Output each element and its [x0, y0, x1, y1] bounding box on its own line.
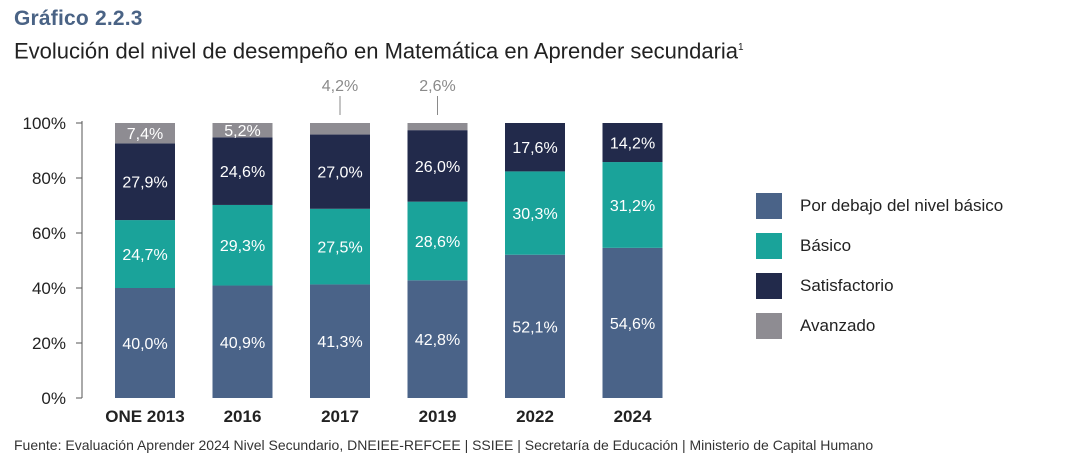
data-label: 28,6%	[415, 234, 460, 251]
legend-swatch	[756, 193, 782, 219]
data-label: 42,8%	[415, 332, 460, 349]
chart-title-text: Evolución del nivel de desempeño en Mate…	[14, 38, 739, 64]
callout-label: 4,2%	[322, 78, 358, 95]
y-tick-label: 40%	[32, 279, 66, 298]
data-label: 5,2%	[224, 123, 260, 140]
data-label: 17,6%	[512, 140, 557, 157]
legend-label: Por debajo del nivel básico	[800, 196, 1004, 215]
data-label: 24,6%	[220, 164, 265, 181]
bar-segment	[407, 201, 468, 281]
bar-segment	[212, 137, 273, 205]
y-tick-label: 80%	[32, 169, 66, 188]
bar-segment	[602, 162, 663, 248]
y-tick-label: 100%	[23, 114, 66, 133]
legend-item-satisfactory: Satisfactorio	[756, 272, 1003, 300]
legend-item-basic: Básico	[756, 232, 1003, 260]
legend-item-advanced: Avanzado	[756, 312, 1003, 340]
legend-swatch	[756, 233, 782, 259]
data-label: 52,1%	[512, 319, 557, 336]
legend-label: Avanzado	[800, 316, 876, 335]
x-tick-label: ONE 2013	[105, 407, 184, 426]
y-tick-label: 0%	[41, 389, 66, 408]
data-label: 24,7%	[122, 247, 167, 264]
legend-item-below-basic: Por debajo del nivel básico	[756, 192, 1003, 220]
bar-segment	[407, 123, 468, 131]
data-label: 54,6%	[610, 316, 655, 333]
bar-segment	[505, 171, 565, 255]
bar-segment	[115, 288, 175, 398]
data-label: 30,3%	[512, 206, 557, 223]
callout-label: 2,6%	[419, 78, 455, 95]
legend-label: Básico	[800, 236, 852, 255]
x-tick-label: 2016	[224, 407, 262, 426]
footnote-mark: 1	[738, 42, 744, 53]
data-label: 31,2%	[610, 198, 655, 215]
bar-segment	[505, 123, 565, 172]
bar-segment	[310, 134, 370, 209]
data-label: 40,0%	[122, 336, 167, 353]
chart-number: Gráfico 2.2.3	[14, 7, 143, 30]
legend: Por debajo del nivel básico Básico Satis…	[756, 192, 1003, 352]
data-label: 27,5%	[317, 240, 362, 257]
y-tick-label: 20%	[32, 334, 66, 353]
bar-segment	[310, 208, 370, 285]
chart-heading: Gráfico 2.2.3 Evolución del nivel de des…	[14, 6, 744, 65]
bar-segment	[212, 285, 273, 398]
data-label: 41,3%	[317, 334, 362, 351]
data-label: 26,0%	[415, 159, 460, 176]
y-tick-label: 60%	[32, 224, 66, 243]
x-tick-label: 2024	[614, 407, 652, 426]
source-note: Fuente: Evaluación Aprender 2024 Nivel S…	[14, 437, 874, 453]
bar-segment	[115, 220, 175, 288]
data-label: 40,9%	[220, 335, 265, 352]
x-tick-label: 2017	[321, 407, 359, 426]
x-tick-label: 2022	[516, 407, 554, 426]
data-label: 7,4%	[127, 126, 163, 143]
data-label: 27,0%	[317, 165, 362, 182]
bar-segment	[407, 130, 468, 202]
chart-title: Evolución del nivel de desempeño en Mate…	[14, 34, 744, 65]
bar-segment	[505, 254, 565, 398]
bar-segment	[310, 123, 370, 135]
legend-label: Satisfactorio	[800, 276, 894, 295]
bar-segment	[310, 284, 370, 398]
legend-swatch	[756, 313, 782, 339]
bar-segment	[212, 123, 273, 138]
data-label: 14,2%	[610, 136, 655, 153]
bar-segment	[212, 204, 273, 286]
bar-segment	[602, 247, 663, 398]
data-label: 29,3%	[220, 238, 265, 255]
legend-swatch	[756, 273, 782, 299]
bar-segment	[115, 143, 175, 221]
data-label: 27,9%	[122, 175, 167, 192]
bar-segment	[115, 123, 175, 144]
x-tick-label: 2019	[419, 407, 457, 426]
bar-segment	[602, 123, 663, 163]
bar-segment	[407, 280, 468, 398]
